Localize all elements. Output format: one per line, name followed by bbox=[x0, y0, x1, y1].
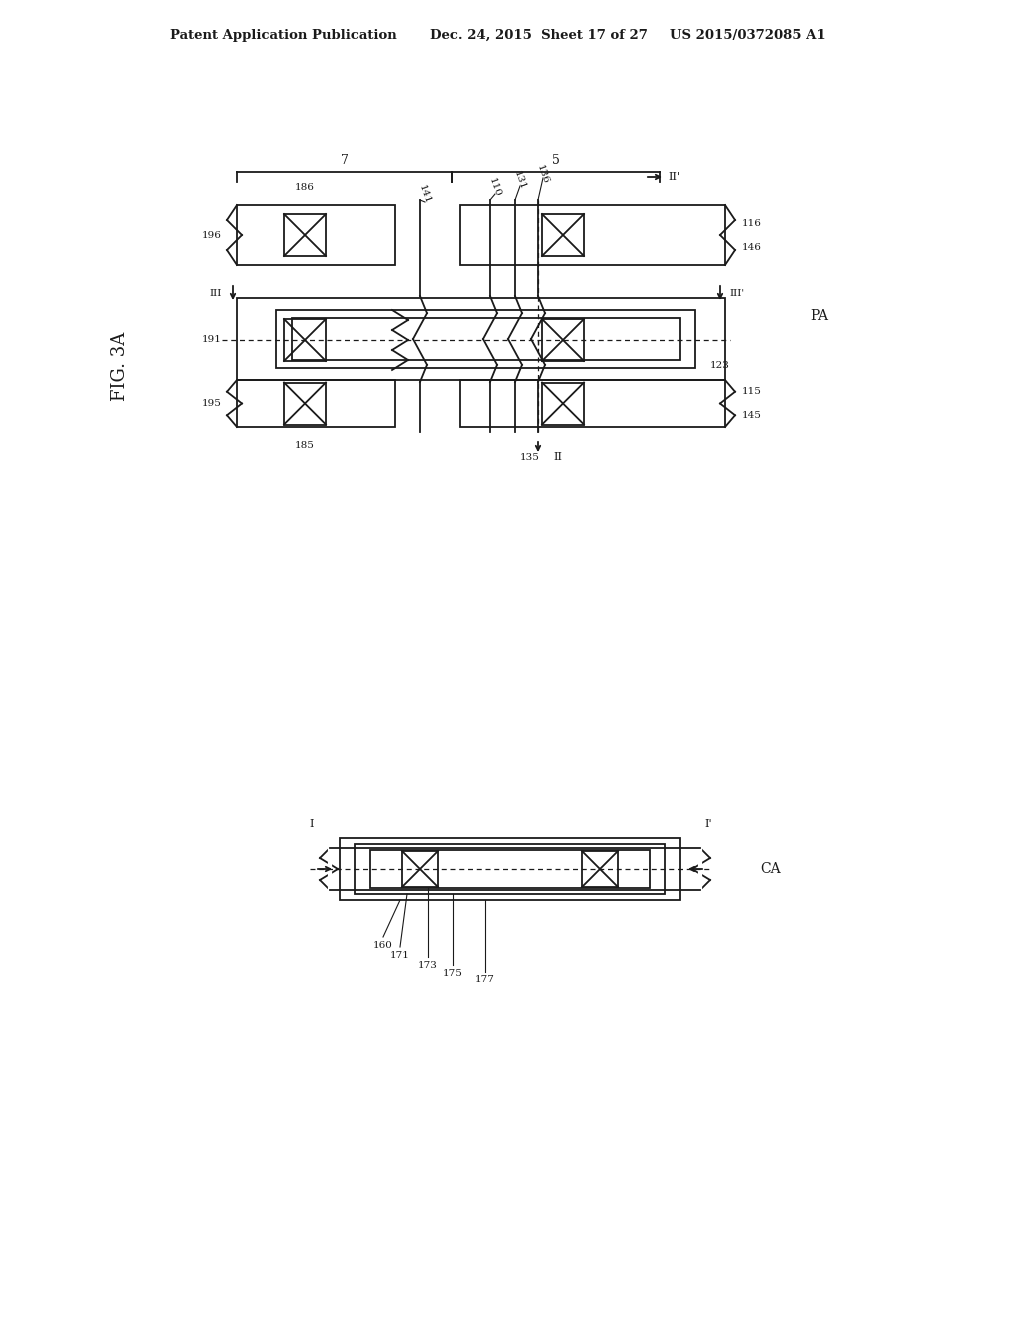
Text: I: I bbox=[309, 818, 314, 829]
Text: 131: 131 bbox=[512, 169, 527, 191]
Text: 171: 171 bbox=[390, 950, 410, 960]
Text: 141: 141 bbox=[418, 183, 432, 205]
Bar bbox=[237, 298, 725, 380]
Text: Patent Application Publication: Patent Application Publication bbox=[170, 29, 396, 41]
Bar bbox=[542, 319, 584, 360]
Bar bbox=[237, 205, 395, 265]
Text: 196: 196 bbox=[202, 231, 222, 239]
Bar bbox=[284, 319, 326, 360]
Bar bbox=[542, 383, 584, 425]
Bar bbox=[284, 383, 326, 425]
Bar bbox=[542, 214, 584, 256]
Text: 115: 115 bbox=[742, 387, 762, 396]
Bar bbox=[237, 380, 395, 426]
Text: Dec. 24, 2015  Sheet 17 of 27: Dec. 24, 2015 Sheet 17 of 27 bbox=[430, 29, 648, 41]
Text: 146: 146 bbox=[742, 243, 762, 252]
Bar bbox=[340, 838, 680, 900]
Text: 177: 177 bbox=[475, 975, 495, 985]
Text: 185: 185 bbox=[295, 441, 315, 450]
Bar bbox=[370, 850, 650, 888]
Text: 175: 175 bbox=[443, 969, 463, 978]
Text: 186: 186 bbox=[295, 182, 315, 191]
Text: US 2015/0372085 A1: US 2015/0372085 A1 bbox=[670, 29, 825, 41]
Text: 110: 110 bbox=[487, 176, 503, 198]
Bar bbox=[582, 851, 618, 887]
Text: 160: 160 bbox=[373, 940, 393, 949]
Text: 173: 173 bbox=[418, 961, 438, 969]
Text: 135: 135 bbox=[520, 453, 540, 462]
Text: III': III' bbox=[729, 289, 744, 297]
Bar bbox=[460, 205, 725, 265]
Text: 116: 116 bbox=[742, 219, 762, 227]
Text: 136: 136 bbox=[536, 164, 551, 185]
Text: II: II bbox=[553, 451, 562, 462]
Text: PA: PA bbox=[810, 309, 828, 323]
Bar bbox=[276, 310, 695, 368]
Text: II': II' bbox=[668, 172, 680, 182]
Text: 5: 5 bbox=[552, 153, 560, 166]
Text: 191: 191 bbox=[202, 335, 222, 345]
Bar bbox=[355, 843, 665, 894]
Text: I': I' bbox=[705, 818, 712, 829]
Text: 145: 145 bbox=[742, 411, 762, 420]
Bar bbox=[402, 851, 438, 887]
Text: 123: 123 bbox=[710, 360, 730, 370]
Bar bbox=[292, 318, 680, 360]
Bar bbox=[460, 380, 725, 426]
Text: CA: CA bbox=[760, 862, 780, 876]
Text: III: III bbox=[210, 289, 222, 297]
Text: 195: 195 bbox=[202, 399, 222, 408]
Text: FIG. 3A: FIG. 3A bbox=[111, 331, 129, 401]
Text: 7: 7 bbox=[341, 153, 348, 166]
Bar bbox=[284, 214, 326, 256]
